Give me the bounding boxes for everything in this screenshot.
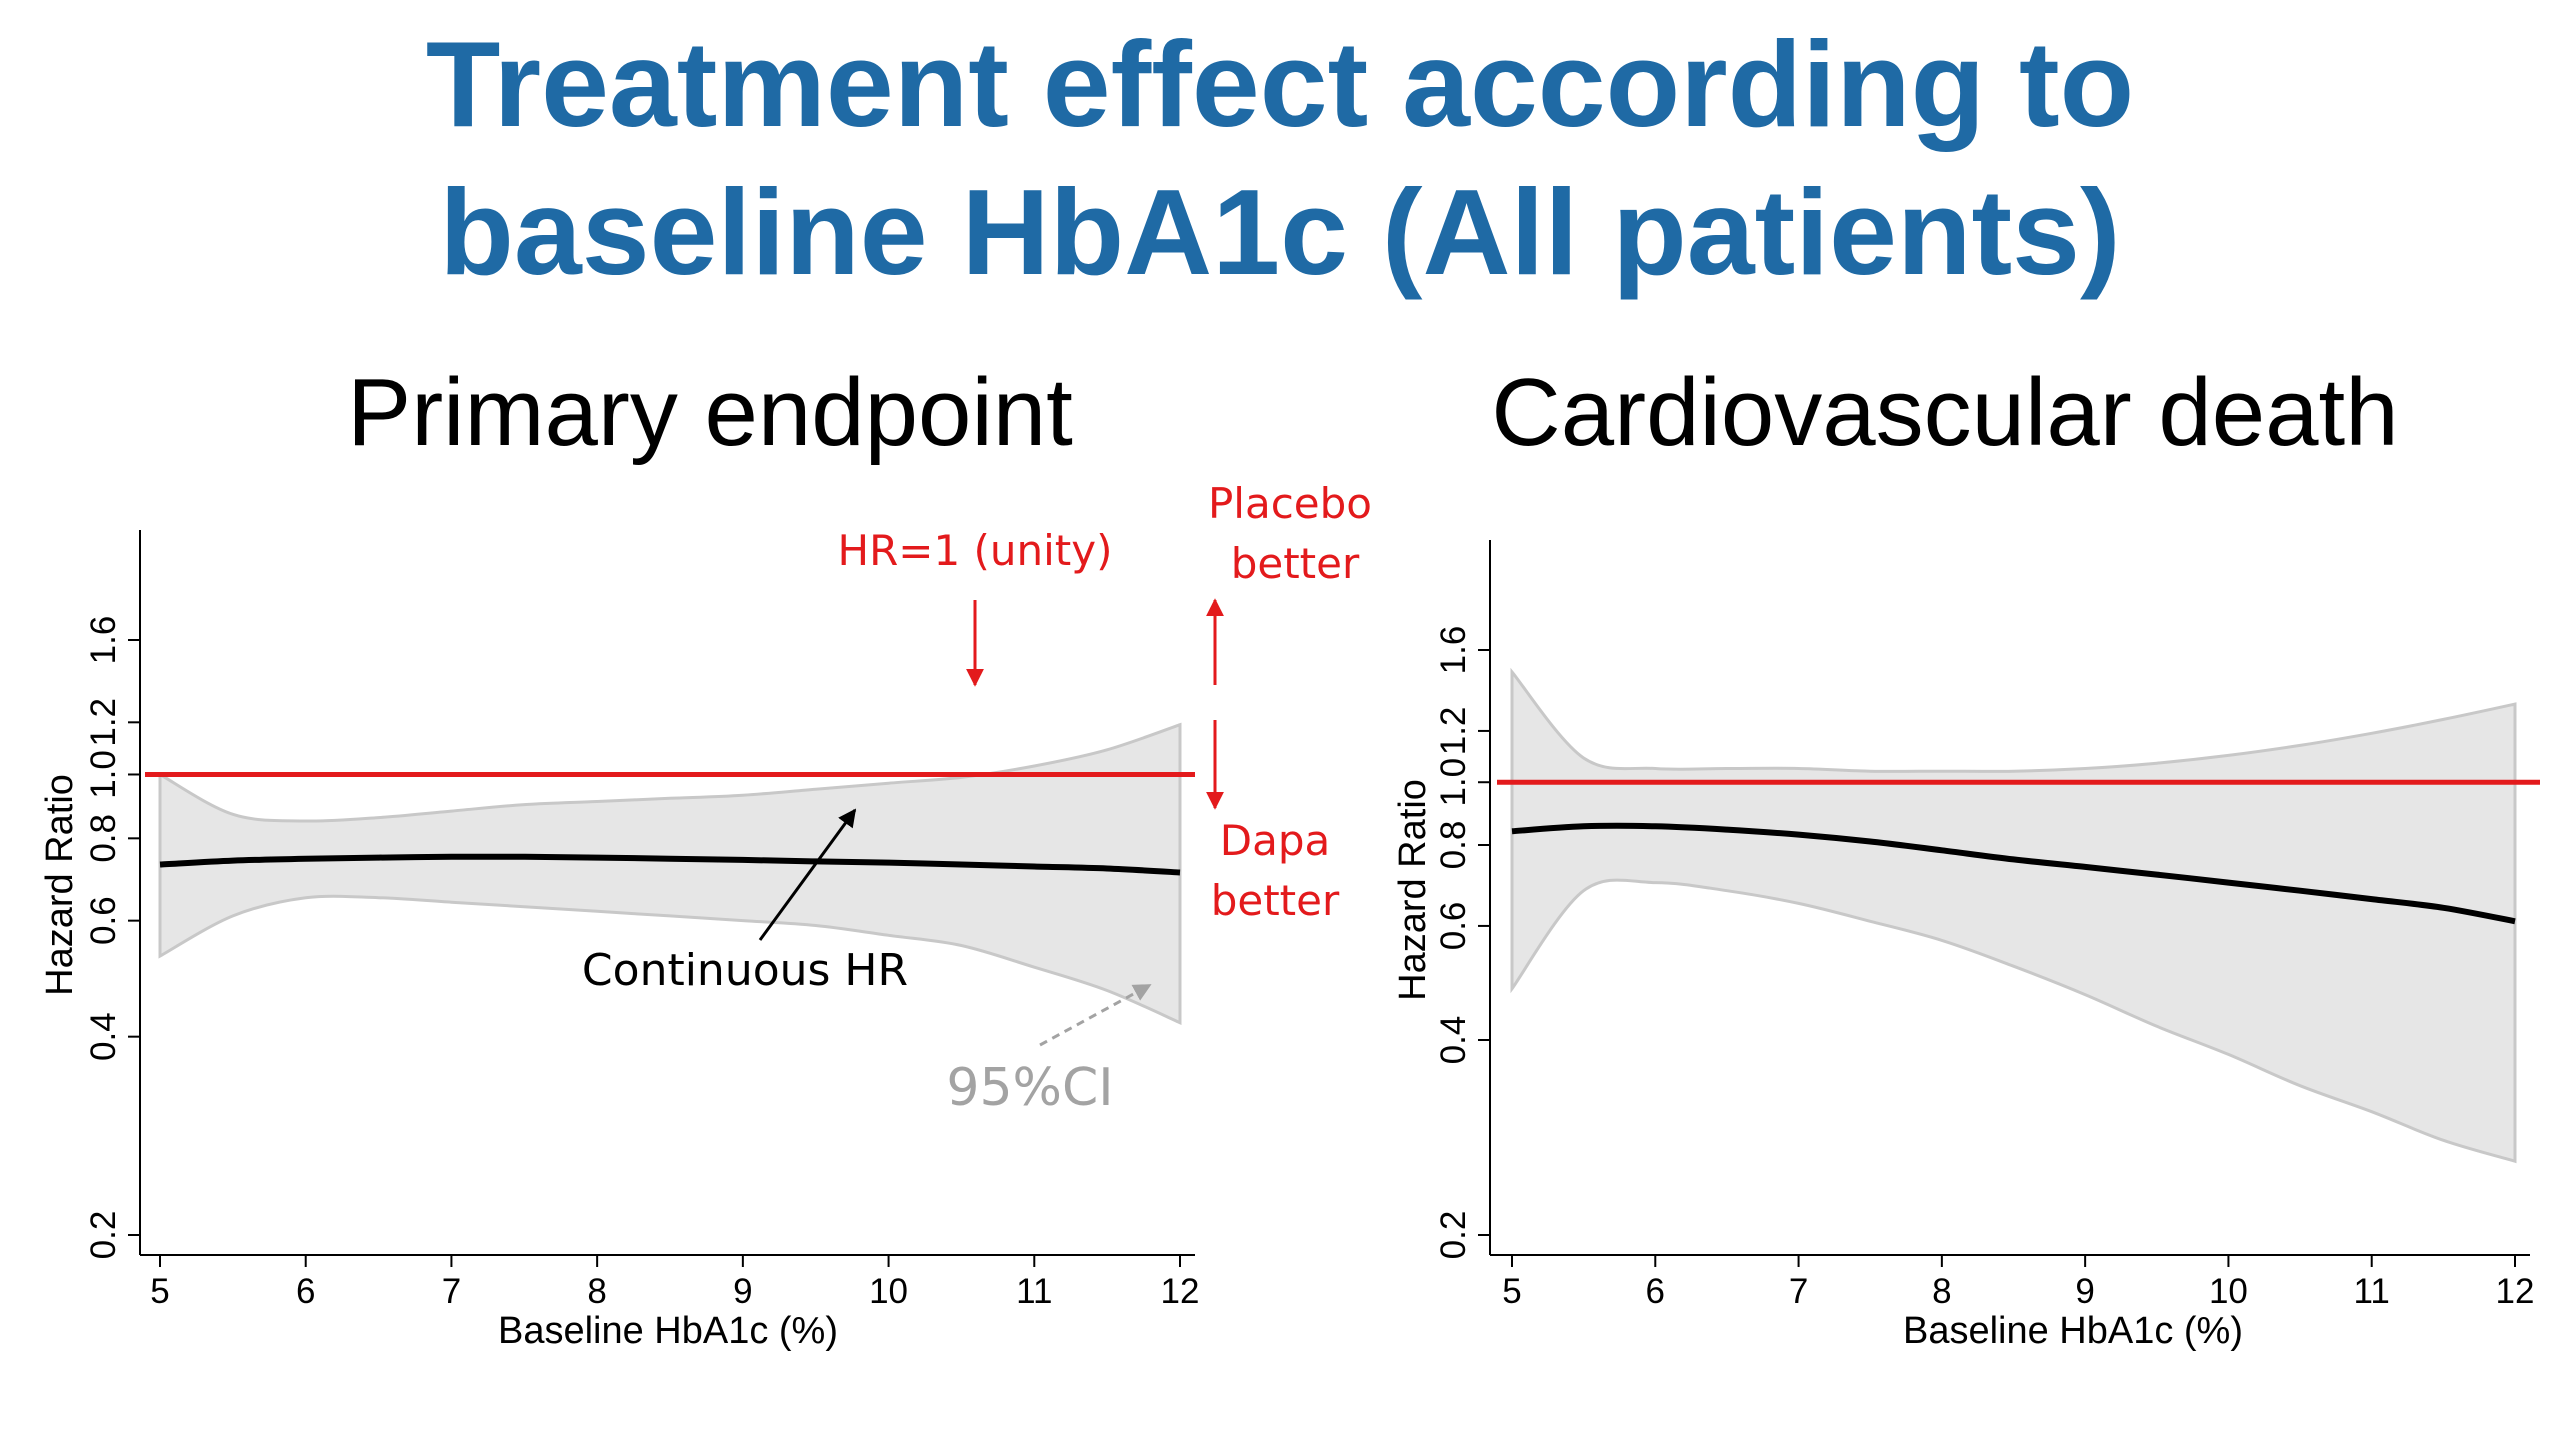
- x-tick-label: 6: [1646, 1272, 1665, 1311]
- y-tick-label: 1.0: [1434, 758, 1473, 807]
- y-tick-label: 1.6: [84, 616, 123, 665]
- chart-cardiovascular-death: Cardiovascular death 0.2 0.4 0.6 0.8 1.01.2 1…: [1392, 359, 2540, 1352]
- x-tick-label: 12: [2496, 1272, 2535, 1311]
- chart-2-x-label: Baseline HbA1c (%): [1903, 1310, 2243, 1352]
- x-tick-label: 9: [733, 1272, 752, 1311]
- chart-primary-endpoint: Primary endpoint 0.2 0.4 0.6 0.8 1.01.2 1.6 5…: [39, 359, 1372, 1352]
- y-tick-label: 0.8: [1434, 821, 1473, 870]
- y-tick-label: 1.0: [84, 750, 123, 799]
- continuous-hr-annotation: Continuous HR: [582, 945, 908, 996]
- x-tick-label: 7: [442, 1272, 461, 1311]
- chart-2-y-label: Hazard Ratio: [1392, 779, 1434, 1001]
- chart-2-x-ticks: 5 6 7 8 9 10 11 12: [1502, 1255, 2534, 1311]
- chart-1-x-label: Baseline HbA1c (%): [498, 1310, 838, 1352]
- unity-annotation: HR=1 (unity): [837, 526, 1112, 575]
- y-tick-label: 0.2: [1434, 1211, 1473, 1260]
- x-tick-label: 9: [2075, 1272, 2094, 1311]
- placebo-better-line-2: better: [1231, 539, 1360, 588]
- x-tick-label: 5: [1502, 1272, 1521, 1311]
- slide-title-line-2: baseline HbA1c (All patients): [439, 164, 2121, 300]
- y-tick-label: 0.6: [1434, 902, 1473, 951]
- chart-2-ci-band: [1510, 667, 2517, 1164]
- dapa-better-line-2: better: [1211, 876, 1340, 925]
- chart-1-hr-line: [159, 853, 1181, 876]
- chart-1-y-ticks: 0.2 0.4 0.6 0.8 1.01.2 1.6: [84, 616, 140, 1260]
- x-tick-label: 10: [2209, 1272, 2248, 1311]
- x-tick-label: 8: [1932, 1272, 1951, 1311]
- y-tick-label: 0.6: [84, 896, 123, 945]
- y-tick-label: 1.6: [1434, 626, 1473, 675]
- y-tick-label: 0.8: [84, 814, 123, 863]
- slide-title: Treatment effect according to baseline H…: [0, 10, 2560, 306]
- chart-1-y-label: Hazard Ratio: [39, 774, 81, 996]
- chart-2-y-ticks: 0.2 0.4 0.6 0.8 1.01.2 1.6: [1434, 626, 1490, 1260]
- chart-1-ci-band: [158, 722, 1182, 1026]
- ci-annotation: 95%CI: [946, 1058, 1113, 1118]
- x-tick-label: 11: [1016, 1272, 1052, 1311]
- y-tick-label: 1.2: [1434, 707, 1473, 756]
- slide-title-line-1: Treatment effect according to: [425, 16, 2135, 152]
- ci-arrow: [1039, 983, 1152, 1047]
- x-tick-label: 12: [1161, 1272, 1200, 1311]
- x-tick-label: 8: [587, 1272, 606, 1311]
- x-tick-label: 5: [150, 1272, 169, 1311]
- y-tick-label: 0.2: [84, 1211, 123, 1260]
- chart-2-title: Cardiovascular death: [1491, 359, 2398, 466]
- x-tick-label: 7: [1789, 1272, 1808, 1311]
- chart-1-title: Primary endpoint: [347, 359, 1073, 466]
- chart-1-x-ticks: 5 6 7 8 9 10 11 12: [150, 1255, 1199, 1311]
- y-tick-label: 0.4: [1434, 1016, 1473, 1065]
- chart-2-hr-line: [1511, 822, 2516, 925]
- continuous-hr-arrow: [758, 808, 857, 941]
- x-tick-label: 10: [869, 1272, 908, 1311]
- y-tick-label: 0.4: [84, 1012, 123, 1061]
- x-tick-label: 11: [2354, 1272, 2390, 1311]
- x-tick-label: 6: [296, 1272, 315, 1311]
- y-tick-label: 1.2: [84, 698, 123, 747]
- placebo-better-line-1: Placebo: [1208, 479, 1372, 528]
- dapa-better-line-1: Dapa: [1220, 816, 1330, 865]
